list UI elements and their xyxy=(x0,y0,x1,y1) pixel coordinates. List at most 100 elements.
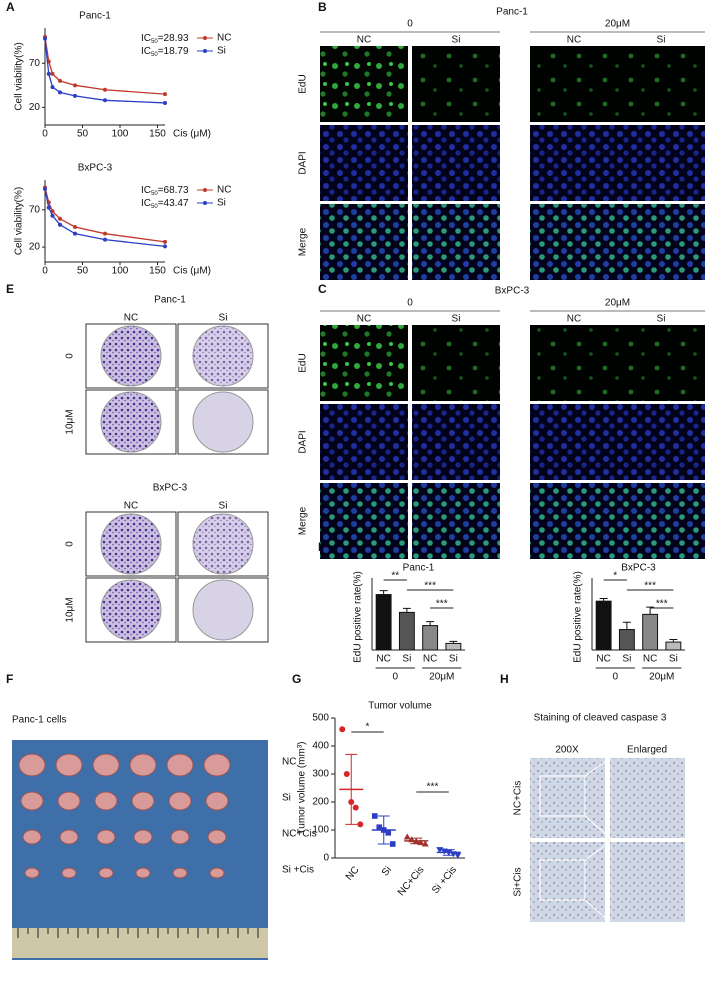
point xyxy=(163,244,167,249)
annotation-part: IC xyxy=(141,185,151,196)
point xyxy=(421,840,429,847)
y-axis-label: EdU positive rate(%) xyxy=(353,571,364,663)
colony-plate xyxy=(192,391,254,453)
point xyxy=(103,98,107,103)
tumor xyxy=(55,753,83,777)
zoom-box xyxy=(539,859,586,901)
point xyxy=(408,836,416,843)
row-label: DAPI xyxy=(298,430,309,453)
point xyxy=(417,839,425,846)
panel-title: BxPC-3 xyxy=(495,286,530,297)
x-tick-label: NC xyxy=(344,865,362,883)
micrograph xyxy=(530,404,618,480)
annotation-part: =68.73 xyxy=(158,185,189,196)
annotation-part: 50 xyxy=(151,52,158,58)
x-tick-label: NC xyxy=(423,654,437,665)
zoom-line xyxy=(584,841,611,861)
micrograph xyxy=(617,404,705,480)
column-label: NC xyxy=(567,35,581,46)
ihc-image xyxy=(530,758,605,838)
point xyxy=(403,833,411,840)
x-tick-label: NC+Cis xyxy=(396,865,427,899)
point xyxy=(46,71,51,76)
group-label: 0 xyxy=(392,672,398,683)
point xyxy=(50,71,55,76)
error-bar xyxy=(379,590,388,595)
tumor xyxy=(205,791,229,811)
row-label: 0 xyxy=(65,353,76,359)
point xyxy=(352,804,359,811)
point xyxy=(46,205,51,210)
colony-plate xyxy=(192,513,254,575)
y-tick-label: 500 xyxy=(312,713,329,724)
panel-letter: H xyxy=(500,672,509,686)
micrograph xyxy=(617,46,705,122)
micrograph xyxy=(412,483,500,559)
y-tick-label: 300 xyxy=(312,769,329,780)
micrograph xyxy=(412,46,500,122)
panel-letter: E xyxy=(6,282,14,296)
zoom-line xyxy=(584,757,611,777)
significance: *** xyxy=(644,581,656,592)
point xyxy=(343,771,350,777)
annotation-part: 50 xyxy=(151,39,158,45)
zoom-line xyxy=(584,815,611,839)
panel-letter: G xyxy=(292,672,301,686)
panel-title: Staining of cleaved caspase 3 xyxy=(534,713,667,724)
significance: *** xyxy=(656,599,668,610)
point xyxy=(371,813,378,819)
column-label: Si xyxy=(219,313,228,324)
significance: *** xyxy=(427,782,439,793)
panel-letter: F xyxy=(6,672,13,686)
group-label: 20μM xyxy=(649,672,674,683)
column-label: Enlarged xyxy=(627,745,667,756)
micrograph xyxy=(617,204,705,280)
row-label: Si+Cis xyxy=(513,867,524,896)
legend-label: NC xyxy=(217,33,231,44)
x-tick-label: 50 xyxy=(77,129,89,140)
tumor xyxy=(131,791,155,811)
legend-marker xyxy=(203,36,207,40)
x-tick-label: Si xyxy=(669,654,678,665)
x-tick-label: Si xyxy=(380,865,394,879)
row-label: NC+Cis xyxy=(282,829,317,840)
point xyxy=(357,821,364,828)
point xyxy=(43,36,47,41)
point xyxy=(73,93,77,98)
y-tick-label: 100 xyxy=(312,825,329,836)
legend-label: Si xyxy=(217,198,226,209)
annotation: IC50=68.73 xyxy=(141,185,189,197)
y-tick-label: 70 xyxy=(29,204,41,215)
tumor xyxy=(57,791,81,811)
column-label: 200X xyxy=(555,745,579,756)
x-tick-label: NC xyxy=(643,654,657,665)
point xyxy=(103,237,107,242)
error-bar xyxy=(402,607,411,613)
point xyxy=(380,827,387,833)
point xyxy=(385,830,392,836)
group-label: 0 xyxy=(407,298,413,309)
y-tick-label: 70 xyxy=(29,58,41,69)
ruler xyxy=(12,928,268,958)
annotation-part: IC xyxy=(141,198,151,209)
bar xyxy=(398,611,415,651)
x-tick-label: Si +Cis xyxy=(430,865,459,897)
point xyxy=(73,83,77,88)
row-label: 0 xyxy=(65,541,76,547)
significance: * xyxy=(613,571,617,582)
y-tick-label: 400 xyxy=(312,741,329,752)
point xyxy=(389,841,396,847)
colony-plate xyxy=(100,513,162,575)
point xyxy=(73,231,77,236)
row-label: EdU xyxy=(298,74,309,93)
bar xyxy=(595,600,612,651)
bar xyxy=(618,629,635,651)
row-label: Merge xyxy=(298,227,309,256)
x-tick-label: Si xyxy=(449,654,458,665)
bar xyxy=(445,642,462,651)
tumor xyxy=(98,867,114,879)
group-label: 20μM xyxy=(605,19,630,30)
point xyxy=(50,85,55,90)
annotation-part: =28.93 xyxy=(158,33,189,44)
legend-label: Si xyxy=(217,46,226,57)
